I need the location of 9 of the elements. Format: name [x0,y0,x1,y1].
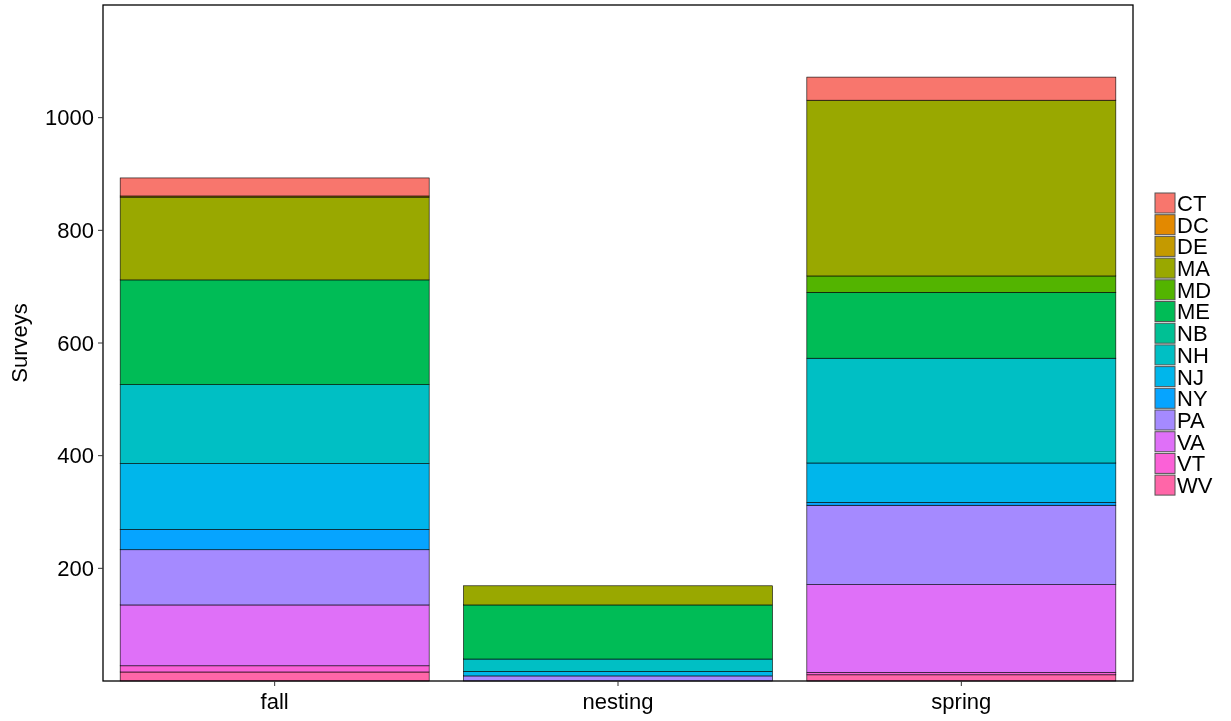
x-tick-label: spring [931,689,992,714]
y-tick-label: 1000 [45,105,94,131]
y-tick-label: 600 [57,330,94,356]
y-tick-label: 800 [57,218,94,244]
y-tick-label: 400 [57,443,94,469]
x-tick-label: nesting [582,689,654,714]
y-tick-label: 200 [57,556,94,582]
x-tick-label: fall [260,689,289,714]
y-axis-title: Surveys [7,303,32,383]
